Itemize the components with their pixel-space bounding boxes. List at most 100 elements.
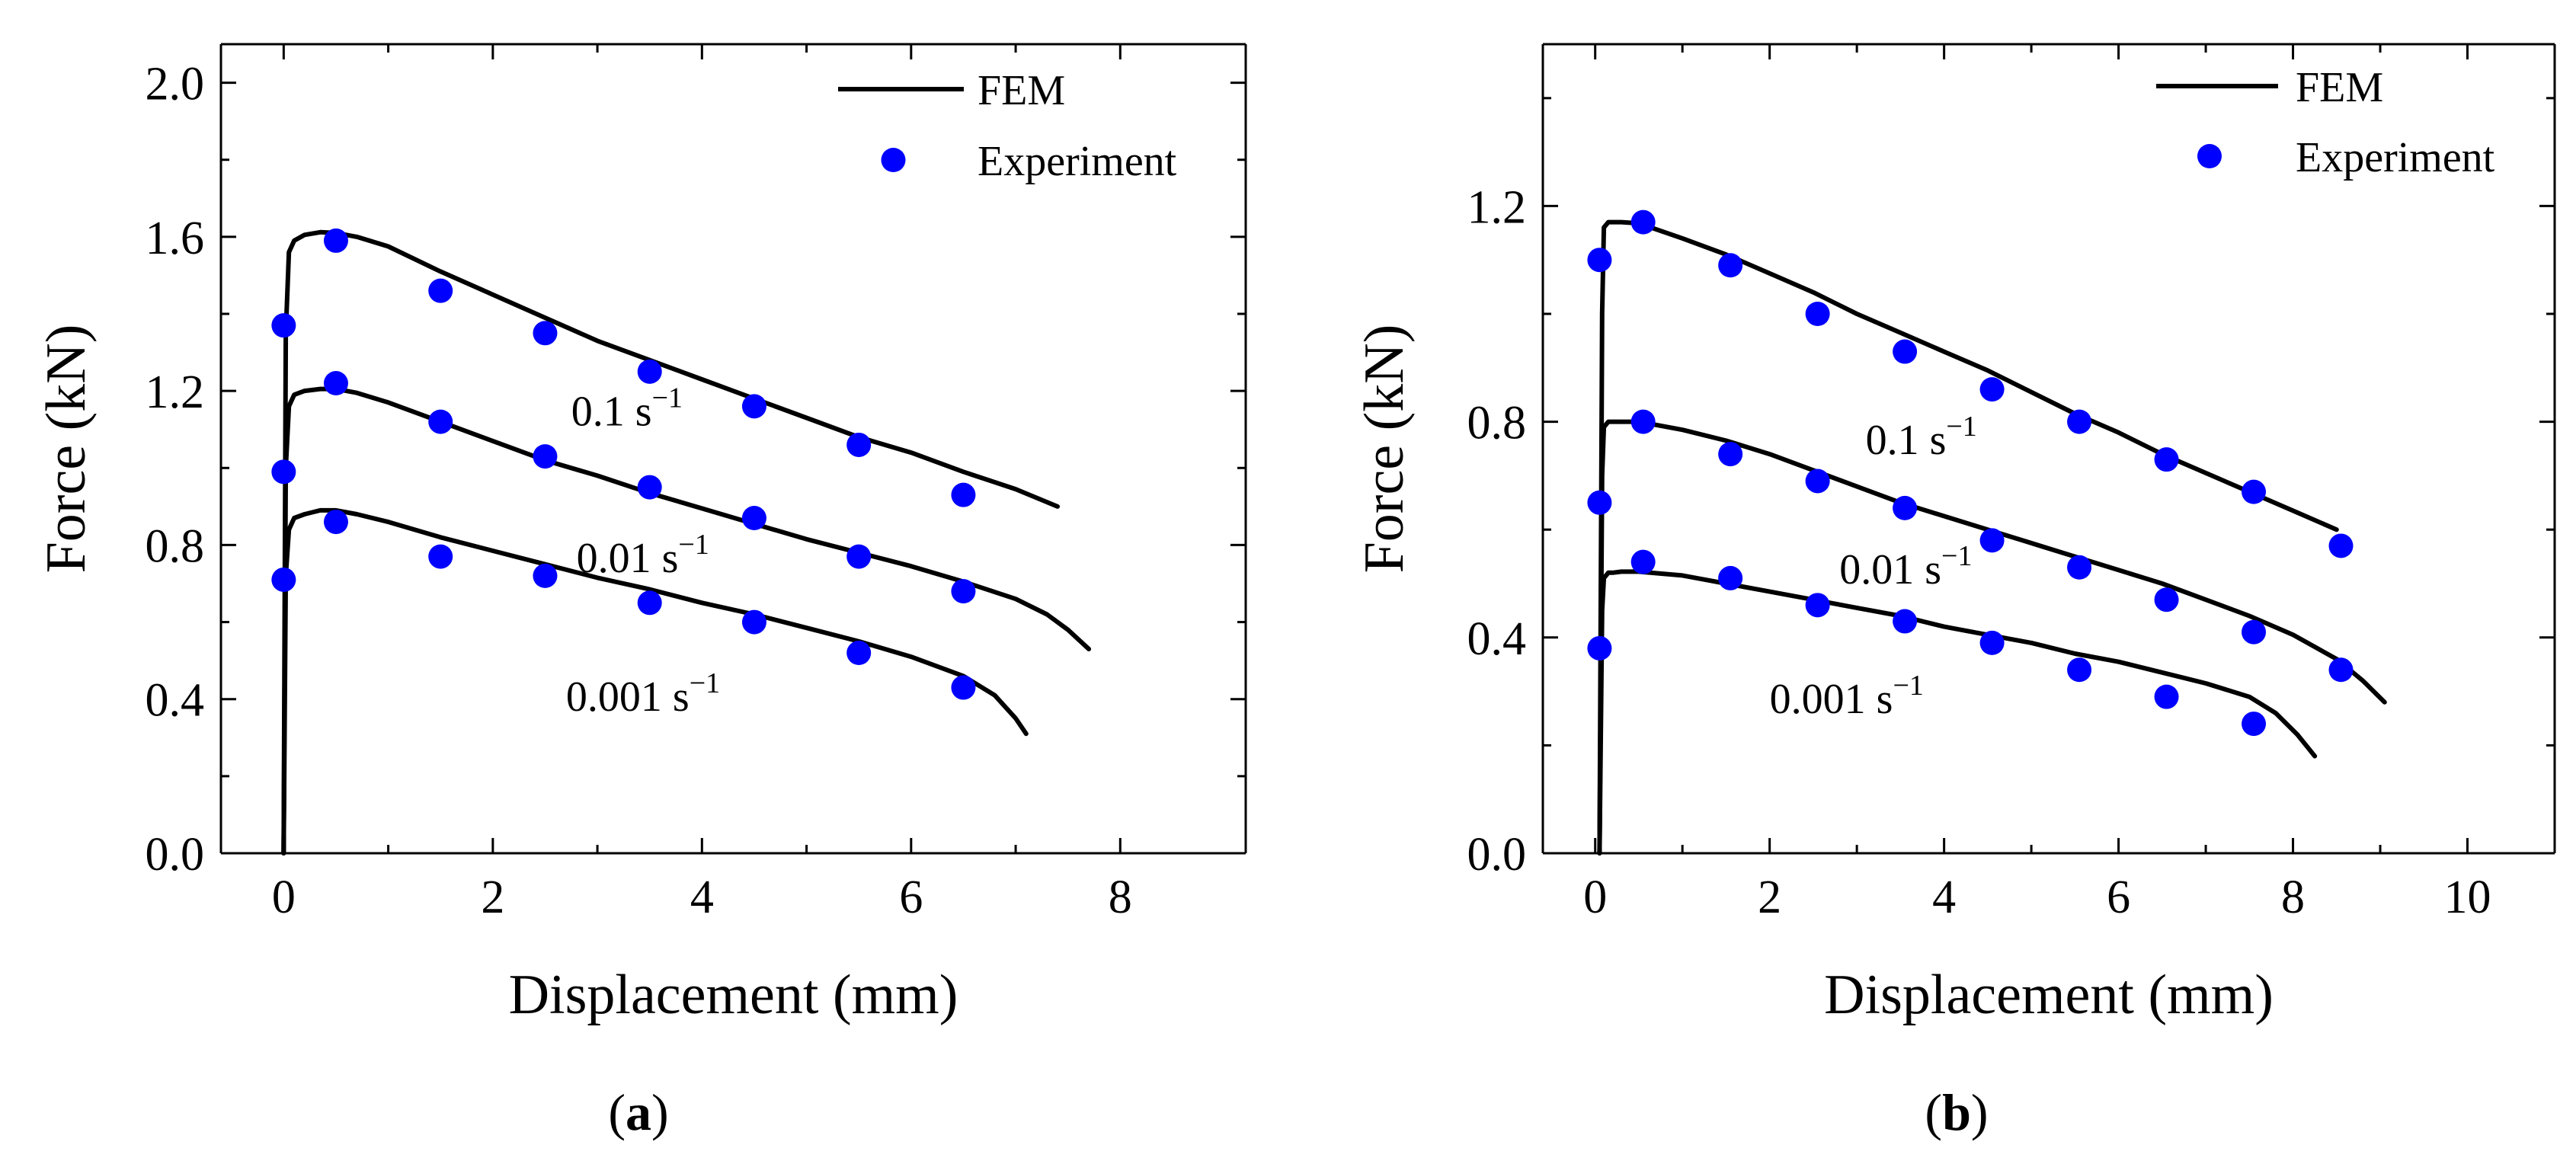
y-tick-label: 0.4 bbox=[146, 675, 205, 727]
experiment-point bbox=[323, 371, 348, 396]
experiment-point bbox=[2328, 533, 2354, 558]
y-tick-label: 1.2 bbox=[1467, 181, 1527, 233]
experiment-point bbox=[2067, 409, 2092, 434]
fem-line-0 bbox=[281, 229, 1060, 856]
x-tick-label: 2 bbox=[1758, 872, 1781, 923]
series-label-text: 0.1 s bbox=[571, 389, 652, 436]
experiment-point bbox=[637, 359, 662, 384]
x-tick-label: 10 bbox=[2444, 872, 2491, 923]
series-label-sup: −1 bbox=[1946, 411, 1976, 443]
y-tick-label: 1.6 bbox=[146, 213, 205, 264]
y-tick-label: 1.2 bbox=[146, 366, 205, 418]
chart-panel-a: 0 2 4 6 8 0.0 0.4 0.8 1.2 1.6 2.0 Displacement (mm)… bbox=[35, 43, 1247, 1026]
series-label-sup: −1 bbox=[1941, 540, 1972, 572]
series-label-2: 0.001 s−1 bbox=[566, 667, 720, 721]
experiment-point bbox=[271, 459, 296, 485]
experiment-point bbox=[2154, 684, 2179, 709]
experiment-point bbox=[1718, 442, 1743, 467]
y-tick-label: 0.0 bbox=[1467, 829, 1527, 881]
series-label-sup: −1 bbox=[690, 667, 720, 699]
experiment-point bbox=[1893, 339, 1918, 364]
experiment-point bbox=[271, 567, 296, 592]
series-label-text: 0.01 s bbox=[1839, 546, 1941, 593]
experiment-point bbox=[2242, 619, 2267, 644]
x-tick-label: 8 bbox=[1109, 872, 1132, 923]
y-axis-title: Force (kN) bbox=[1353, 325, 1416, 574]
series-label-0: 0.1 s−1 bbox=[1866, 411, 1977, 464]
experiment-point bbox=[428, 409, 453, 434]
experiment-point bbox=[2242, 479, 2267, 504]
series-label-sup: −1 bbox=[678, 529, 709, 561]
experiment-point bbox=[323, 510, 348, 535]
experiment-point bbox=[637, 475, 662, 500]
experiment-point bbox=[951, 579, 976, 604]
y-tick-label: 0.0 bbox=[146, 829, 205, 881]
series-label-sup: −1 bbox=[652, 382, 683, 414]
series-label-sup: −1 bbox=[1893, 670, 1923, 702]
experiment-point bbox=[533, 321, 558, 346]
experiment-point bbox=[1979, 377, 2005, 402]
series-label-1: 0.01 s−1 bbox=[1839, 540, 1972, 593]
experiment-point bbox=[1587, 490, 1612, 515]
series-label-1: 0.01 s−1 bbox=[577, 529, 709, 582]
series-label-2: 0.001 s−1 bbox=[1770, 670, 1924, 723]
experiment-point bbox=[428, 278, 453, 303]
x-tick-label: 0 bbox=[272, 872, 296, 923]
legend-label-experiment: Experiment bbox=[978, 138, 1177, 185]
experiment-point bbox=[1979, 528, 2005, 553]
experiment-point bbox=[2067, 555, 2092, 580]
experiment-point bbox=[1805, 302, 1830, 326]
experiment-point bbox=[741, 506, 766, 531]
experiment-point bbox=[2154, 587, 2179, 612]
x-tick-label: 2 bbox=[481, 872, 504, 923]
experiment-point bbox=[533, 444, 558, 469]
experiment-point bbox=[1587, 635, 1612, 660]
experiment-point bbox=[846, 432, 872, 457]
x-tick-label: 8 bbox=[2281, 872, 2305, 923]
series-label-text: 0.01 s bbox=[577, 535, 679, 582]
experiment-point bbox=[1893, 609, 1918, 634]
series-label-0: 0.1 s−1 bbox=[571, 382, 683, 436]
experiment-point bbox=[2154, 447, 2179, 472]
experiment-point bbox=[1630, 549, 1656, 574]
experiment-point bbox=[1805, 593, 1830, 618]
experiment-point bbox=[1979, 630, 2005, 655]
panel-label-a: (a) bbox=[608, 1083, 668, 1141]
y-tick-label: 0.4 bbox=[1467, 613, 1527, 665]
experiment-point bbox=[1587, 248, 1612, 273]
experiment-point bbox=[323, 228, 348, 253]
experiment-point bbox=[1805, 469, 1830, 494]
experiment-point bbox=[1718, 253, 1743, 278]
y-tick-label: 0.8 bbox=[146, 520, 205, 572]
experiment-point bbox=[2328, 657, 2354, 683]
experiment-point bbox=[1630, 209, 1656, 235]
x-tick-label: 6 bbox=[899, 872, 923, 923]
legend-label-fem: FEM bbox=[2296, 64, 2383, 111]
legend-experiment-marker bbox=[881, 148, 906, 172]
experiment-point bbox=[1718, 565, 1743, 590]
x-axis-title: Displacement (mm) bbox=[509, 964, 958, 1026]
experiment-point bbox=[741, 394, 766, 419]
y-tick-label: 2.0 bbox=[146, 59, 205, 110]
experiment-point bbox=[846, 641, 872, 666]
series-label-text: 0.001 s bbox=[566, 673, 690, 721]
chart-panel-b: 0 2 4 6 8 10 0.0 0.4 0.8 1.2 Displacement (mm) Forc… bbox=[1353, 43, 2556, 1026]
experiment-point bbox=[951, 675, 976, 700]
x-tick-label: 4 bbox=[1932, 872, 1956, 923]
y-tick-label: 0.8 bbox=[1467, 398, 1527, 449]
x-tick-label: 4 bbox=[690, 872, 714, 923]
y-axis-title: Force (kN) bbox=[35, 325, 98, 574]
experiment-point bbox=[846, 544, 872, 569]
experiment-point bbox=[1630, 409, 1656, 434]
legend-experiment-marker bbox=[2197, 144, 2222, 168]
experiment-point bbox=[428, 544, 453, 569]
fem-line-2 bbox=[1597, 569, 2318, 856]
experiment-point bbox=[2242, 712, 2267, 737]
experiment-point bbox=[741, 609, 766, 635]
experiment-point bbox=[1893, 495, 1918, 520]
x-axis-title: Displacement (mm) bbox=[1824, 964, 2274, 1026]
x-tick-label: 0 bbox=[1583, 872, 1607, 923]
panel-label-b: (b) bbox=[1925, 1083, 1988, 1141]
experiment-point bbox=[951, 482, 976, 507]
